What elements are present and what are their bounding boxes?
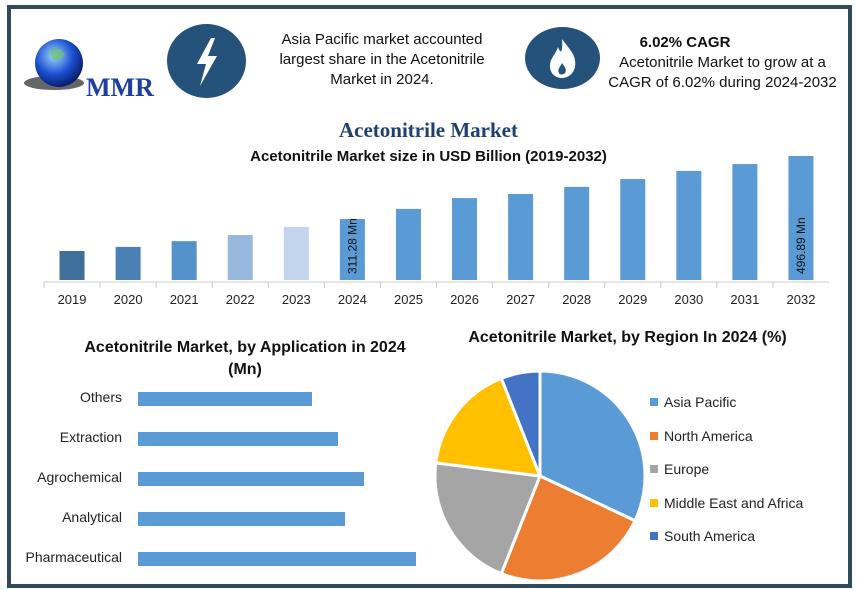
- chart-subtitle: Acetonitrile Market size in USD Billion …: [250, 148, 607, 165]
- legend-label: North America: [664, 427, 753, 444]
- legend-label: South America: [664, 528, 756, 544]
- legend-item: Asia Pacific: [650, 394, 736, 410]
- category-label: Extraction: [59, 429, 122, 445]
- svg-text:MMR: MMR: [86, 73, 154, 98]
- chart-title: Acetonitrile Market: [338, 118, 518, 142]
- bar-2028: [564, 186, 590, 280]
- x-tick-label: 2029: [618, 292, 647, 307]
- data-label-2032: 496.89 Mn: [794, 217, 808, 274]
- asia-pacific-info: Asia Pacific market accounted largest sh…: [279, 31, 485, 88]
- x-tick-label: 2031: [730, 292, 759, 307]
- bar-others: [138, 392, 312, 406]
- bar-2025: [395, 208, 421, 280]
- legend-label: Europe: [664, 461, 710, 477]
- market-size-bar-chart: 2019 2020 2021 2022 2023 2024 311.28 Mn 2025 202…: [43, 156, 829, 307]
- legend-swatch: [650, 431, 658, 440]
- slice-middle-east-and-africa: [434, 376, 543, 478]
- bar-pharmaceutical: [138, 552, 416, 566]
- category-label: Agrochemical: [37, 469, 122, 485]
- bar-2019: [59, 251, 85, 280]
- mmr-logo: MMR: [24, 39, 154, 98]
- bar-analytical: [138, 512, 345, 526]
- infographic-frame: [7, 5, 852, 588]
- region-pie-chart: [433, 369, 647, 583]
- application-chart-title: Acetonitrile Market, by Application in 2…: [84, 339, 406, 378]
- bar-extraction: [138, 432, 338, 446]
- x-tick-label: 2023: [282, 292, 311, 307]
- x-tick-label: 2028: [562, 292, 591, 307]
- bar-2029: [620, 179, 646, 280]
- bar-agrochemical: [138, 472, 364, 486]
- x-tick-label: 2026: [450, 292, 479, 307]
- legend-swatch: [650, 398, 658, 406]
- legend-label: Middle East and Africa: [664, 494, 804, 511]
- legend-label: Asia Pacific: [664, 394, 737, 410]
- legend-item: Middle East and Africa: [650, 495, 803, 511]
- legend-swatch: [650, 532, 658, 540]
- bar-2020: [115, 246, 141, 280]
- slice-asia-pacific: [538, 369, 647, 523]
- category-label: Analytical: [62, 509, 122, 525]
- x-tick-label: 2019: [58, 292, 87, 307]
- category-label: Others: [79, 389, 122, 405]
- application-bar-chart: [138, 392, 416, 566]
- bar-2022: [227, 235, 253, 280]
- x-tick-label: 2024: [338, 292, 367, 307]
- cagr-heading: 6.02% CAGR: [639, 34, 731, 51]
- x-tick-label: 2032: [787, 292, 816, 307]
- legend-item: Europe: [650, 461, 709, 477]
- legend-item: South America: [650, 528, 755, 544]
- x-tick-label: 2027: [506, 292, 535, 307]
- x-tick-label: 2020: [114, 292, 143, 307]
- bar-2024: [339, 218, 365, 280]
- bar-2027: [508, 193, 534, 280]
- bar-2032: [788, 156, 814, 280]
- x-tick-label: 2025: [394, 292, 423, 307]
- data-label-2024: 311.28 Mn: [345, 218, 359, 274]
- legend-swatch: [650, 465, 658, 473]
- category-label: Pharmaceutical: [25, 549, 123, 565]
- flame-icon: [525, 27, 600, 89]
- x-tick-label: 2022: [226, 292, 255, 307]
- legend-item: North America: [650, 428, 753, 444]
- bar-2021: [171, 241, 197, 280]
- bar-2031: [732, 164, 758, 280]
- x-tick-label: 2030: [674, 292, 703, 307]
- region-chart-title: Acetonitrile Market, by Region In 2024 (…: [468, 329, 787, 346]
- bar-2023: [283, 226, 309, 280]
- legend-swatch: [650, 498, 658, 507]
- bar-2030: [676, 170, 702, 280]
- bar-2026: [452, 198, 478, 280]
- slice-south-america: [499, 369, 542, 477]
- slice-north-america: [499, 473, 638, 583]
- lightning-icon: [167, 24, 246, 98]
- x-tick-label: 2021: [170, 292, 199, 307]
- cagr-info: Acetonitrile Market to grow at a CAGR of…: [608, 54, 837, 91]
- slice-europe: [433, 461, 543, 576]
